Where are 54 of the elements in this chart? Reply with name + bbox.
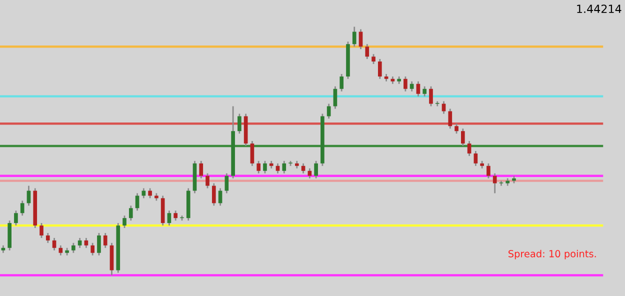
candlestick	[238, 113, 242, 134]
candlestick	[218, 188, 222, 206]
candlestick	[142, 188, 146, 199]
candlestick	[128, 204, 133, 222]
candlestick	[333, 86, 338, 110]
candlestick	[14, 210, 18, 226]
candlestick	[429, 86, 433, 107]
candlestick	[474, 150, 478, 167]
candlestick	[263, 160, 267, 174]
candlestick	[84, 237, 88, 249]
candlestick	[314, 160, 318, 180]
candlestick	[103, 232, 108, 249]
candlestick	[97, 232, 101, 256]
candlestick	[212, 182, 216, 206]
candlestick	[486, 162, 490, 180]
candlestick	[340, 73, 344, 92]
candlestick	[20, 200, 24, 216]
candlestick	[78, 237, 82, 249]
candlestick	[352, 26, 356, 48]
candlestick	[308, 168, 312, 180]
candlestick	[492, 172, 497, 194]
candlestick	[454, 122, 458, 134]
candlestick	[46, 232, 50, 244]
candlestick	[122, 214, 126, 229]
candlestick	[58, 244, 63, 256]
candlestick	[52, 237, 56, 252]
candlestick	[40, 222, 44, 239]
candlestick	[148, 188, 152, 199]
candlestick	[416, 80, 420, 98]
candlestick	[460, 128, 465, 147]
candlestick	[422, 86, 427, 98]
candlestick	[378, 58, 382, 80]
candlestick	[404, 76, 408, 92]
candlestick	[90, 242, 94, 256]
candlestick	[301, 162, 306, 174]
candlestick	[206, 172, 210, 189]
candlestick	[467, 140, 472, 157]
candlestick	[167, 210, 172, 226]
candlestick	[448, 108, 452, 130]
candlestick	[365, 43, 370, 60]
candlestick	[410, 80, 414, 92]
annotation: Spread: 10 points.	[508, 250, 596, 260]
text: 1.44214	[577, 4, 622, 13]
candlestick	[358, 28, 363, 50]
candlestick	[72, 242, 76, 254]
candlestick	[26, 185, 31, 206]
candlestick	[199, 160, 204, 180]
candlestick	[282, 160, 286, 174]
candlestick	[256, 160, 261, 174]
candlestick	[135, 192, 140, 212]
candlestick	[372, 53, 376, 65]
candlestick	[250, 140, 254, 167]
candlestick	[174, 210, 178, 222]
candlestick	[276, 162, 280, 174]
